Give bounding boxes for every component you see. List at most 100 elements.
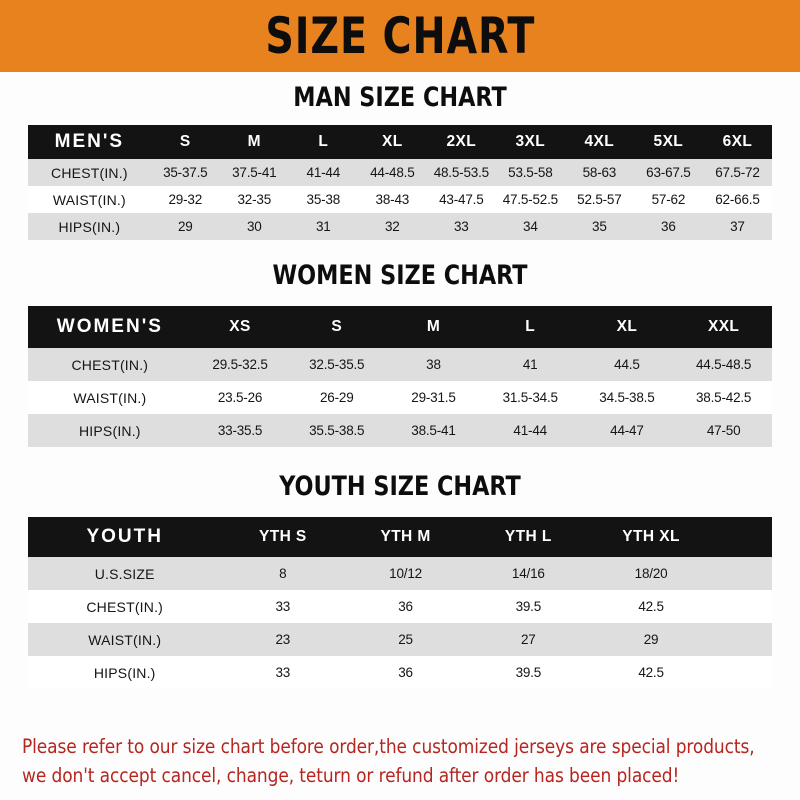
men-cell: 31: [288, 213, 358, 240]
order-policy-line-1: Please refer to our size chart before or…: [22, 735, 755, 759]
women-cell: 38.5-41: [385, 414, 482, 447]
youth-section-title: YOUTH SIZE CHART: [279, 471, 521, 502]
women-cell: 41-44: [481, 414, 579, 447]
table-row: CHEST(IN.) 33 36 39.5 42.5: [28, 590, 772, 623]
women-cell: 23.5-26: [191, 381, 289, 414]
men-col-header: 3XL: [495, 125, 565, 159]
men-cell: 34: [495, 213, 565, 240]
men-size-section: MAN SIZE CHART MEN'S S M L XL 2XL 3XL: [28, 72, 772, 240]
youth-size-table: YOUTH YTH S YTH M YTH L YTH XL U.S.SIZE …: [28, 517, 772, 689]
youth-row-label: U.S.SIZE: [28, 557, 222, 590]
women-cell: 26-29: [288, 381, 386, 414]
youth-row-label: HIPS(IN.): [28, 656, 222, 689]
men-cell: 33: [426, 213, 496, 240]
youth-row-label: CHEST(IN.): [28, 590, 222, 623]
youth-header-label: YOUTH: [28, 517, 222, 557]
youth-col-header: YTH L: [466, 517, 590, 557]
youth-cell: 14/16: [466, 557, 590, 590]
men-col-header: 4XL: [564, 125, 634, 159]
women-col-header: S: [288, 306, 386, 348]
men-col-header: XL: [357, 125, 427, 159]
youth-size-section: YOUTH SIZE CHART YOUTH YTH S YTH M YTH L…: [28, 447, 772, 689]
women-size-table: WOMEN'S XS S M L XL XXL CHEST(IN.) 29.5-…: [28, 306, 772, 447]
table-row: WAIST(IN.) 23 25 27 29: [28, 623, 772, 656]
women-cell: 29.5-32.5: [191, 348, 289, 381]
men-size-table: MEN'S S M L XL 2XL 3XL 4XL 5XL 6XL CHEST: [28, 125, 772, 240]
youth-cell: 42.5: [589, 656, 713, 689]
men-cell: 29: [150, 213, 220, 240]
women-cell: 38.5-42.5: [675, 381, 772, 414]
youth-cell: 39.5: [466, 656, 590, 689]
youth-cell: 25: [344, 623, 467, 656]
men-col-header: M: [219, 125, 289, 159]
men-row-label: WAIST(IN.): [28, 186, 151, 213]
page-title: SIZE CHART: [265, 7, 535, 65]
women-col-header: XXL: [675, 306, 772, 348]
men-cell: 32-35: [219, 186, 289, 213]
youth-cell: 36: [344, 590, 467, 623]
women-section-title: WOMEN SIZE CHART: [272, 260, 528, 291]
page-banner: SIZE CHART: [0, 0, 800, 72]
men-col-header: 6XL: [702, 125, 772, 159]
women-cell: 35.5-38.5: [288, 414, 386, 447]
youth-cell-filler: [712, 590, 772, 623]
table-row: WAIST(IN.) 23.5-26 26-29 29-31.5 31.5-34…: [28, 381, 772, 414]
men-cell: 37: [702, 213, 772, 240]
men-section-title: MAN SIZE CHART: [293, 82, 507, 113]
men-cell: 47.5-52.5: [495, 186, 565, 213]
men-cell: 44-48.5: [357, 159, 427, 186]
women-cell: 44-47: [578, 414, 676, 447]
men-row-label: HIPS(IN.): [28, 213, 151, 240]
men-cell: 35-38: [288, 186, 358, 213]
table-row: WAIST(IN.) 29-32 32-35 35-38 38-43 43-47…: [28, 186, 772, 213]
men-col-header: 2XL: [426, 125, 496, 159]
women-cell: 41: [481, 348, 579, 381]
youth-cell: 42.5: [589, 590, 713, 623]
table-row: CHEST(IN.) 35-37.5 37.5-41 41-44 44-48.5…: [28, 159, 772, 186]
women-row-label: HIPS(IN.): [28, 414, 192, 447]
men-row-label: CHEST(IN.): [28, 159, 151, 186]
youth-cell: 18/20: [589, 557, 713, 590]
table-row: HIPS(IN.) 33-35.5 35.5-38.5 38.5-41 41-4…: [28, 414, 772, 447]
table-row: CHEST(IN.) 29.5-32.5 32.5-35.5 38 41 44.…: [28, 348, 772, 381]
youth-cell: 33: [221, 590, 345, 623]
youth-cell: 36: [344, 656, 467, 689]
women-cell: 44.5: [578, 348, 676, 381]
men-cell: 58-63: [564, 159, 634, 186]
men-col-header: S: [150, 125, 220, 159]
youth-cell: 29: [589, 623, 713, 656]
youth-cell-filler: [712, 557, 772, 590]
women-col-header: XL: [578, 306, 676, 348]
men-cell: 35: [564, 213, 634, 240]
youth-cell: 8: [221, 557, 345, 590]
men-cell: 67.5-72: [702, 159, 772, 186]
women-cell: 31.5-34.5: [481, 381, 579, 414]
men-cell: 32: [357, 213, 427, 240]
women-cell: 29-31.5: [385, 381, 482, 414]
men-table-header-row: MEN'S S M L XL 2XL 3XL 4XL 5XL 6XL: [28, 125, 772, 159]
men-col-header: L: [288, 125, 358, 159]
youth-header-filler: [712, 517, 772, 557]
men-cell: 63-67.5: [633, 159, 703, 186]
youth-row-label: WAIST(IN.): [28, 623, 222, 656]
men-cell: 52.5-57: [564, 186, 634, 213]
men-cell: 35-37.5: [150, 159, 220, 186]
women-col-header: M: [385, 306, 482, 348]
youth-cell: 33: [221, 656, 345, 689]
youth-col-header: YTH S: [221, 517, 345, 557]
men-cell: 29-32: [150, 186, 220, 213]
youth-table-header-row: YOUTH YTH S YTH M YTH L YTH XL: [28, 517, 772, 557]
charts-container: MAN SIZE CHART MEN'S S M L XL 2XL 3XL: [0, 72, 800, 727]
women-cell: 33-35.5: [191, 414, 289, 447]
youth-col-header: YTH XL: [589, 517, 713, 557]
women-col-header: L: [481, 306, 579, 348]
table-row: HIPS(IN.) 33 36 39.5 42.5: [28, 656, 772, 689]
men-cell: 53.5-58: [495, 159, 565, 186]
women-row-label: WAIST(IN.): [28, 381, 192, 414]
youth-cell: 10/12: [344, 557, 467, 590]
women-header-label: WOMEN'S: [28, 306, 192, 348]
youth-cell: 27: [466, 623, 590, 656]
men-header-label: MEN'S: [28, 125, 151, 159]
order-policy-note: Please refer to our size chart before or…: [0, 727, 800, 800]
youth-cell-filler: [712, 623, 772, 656]
